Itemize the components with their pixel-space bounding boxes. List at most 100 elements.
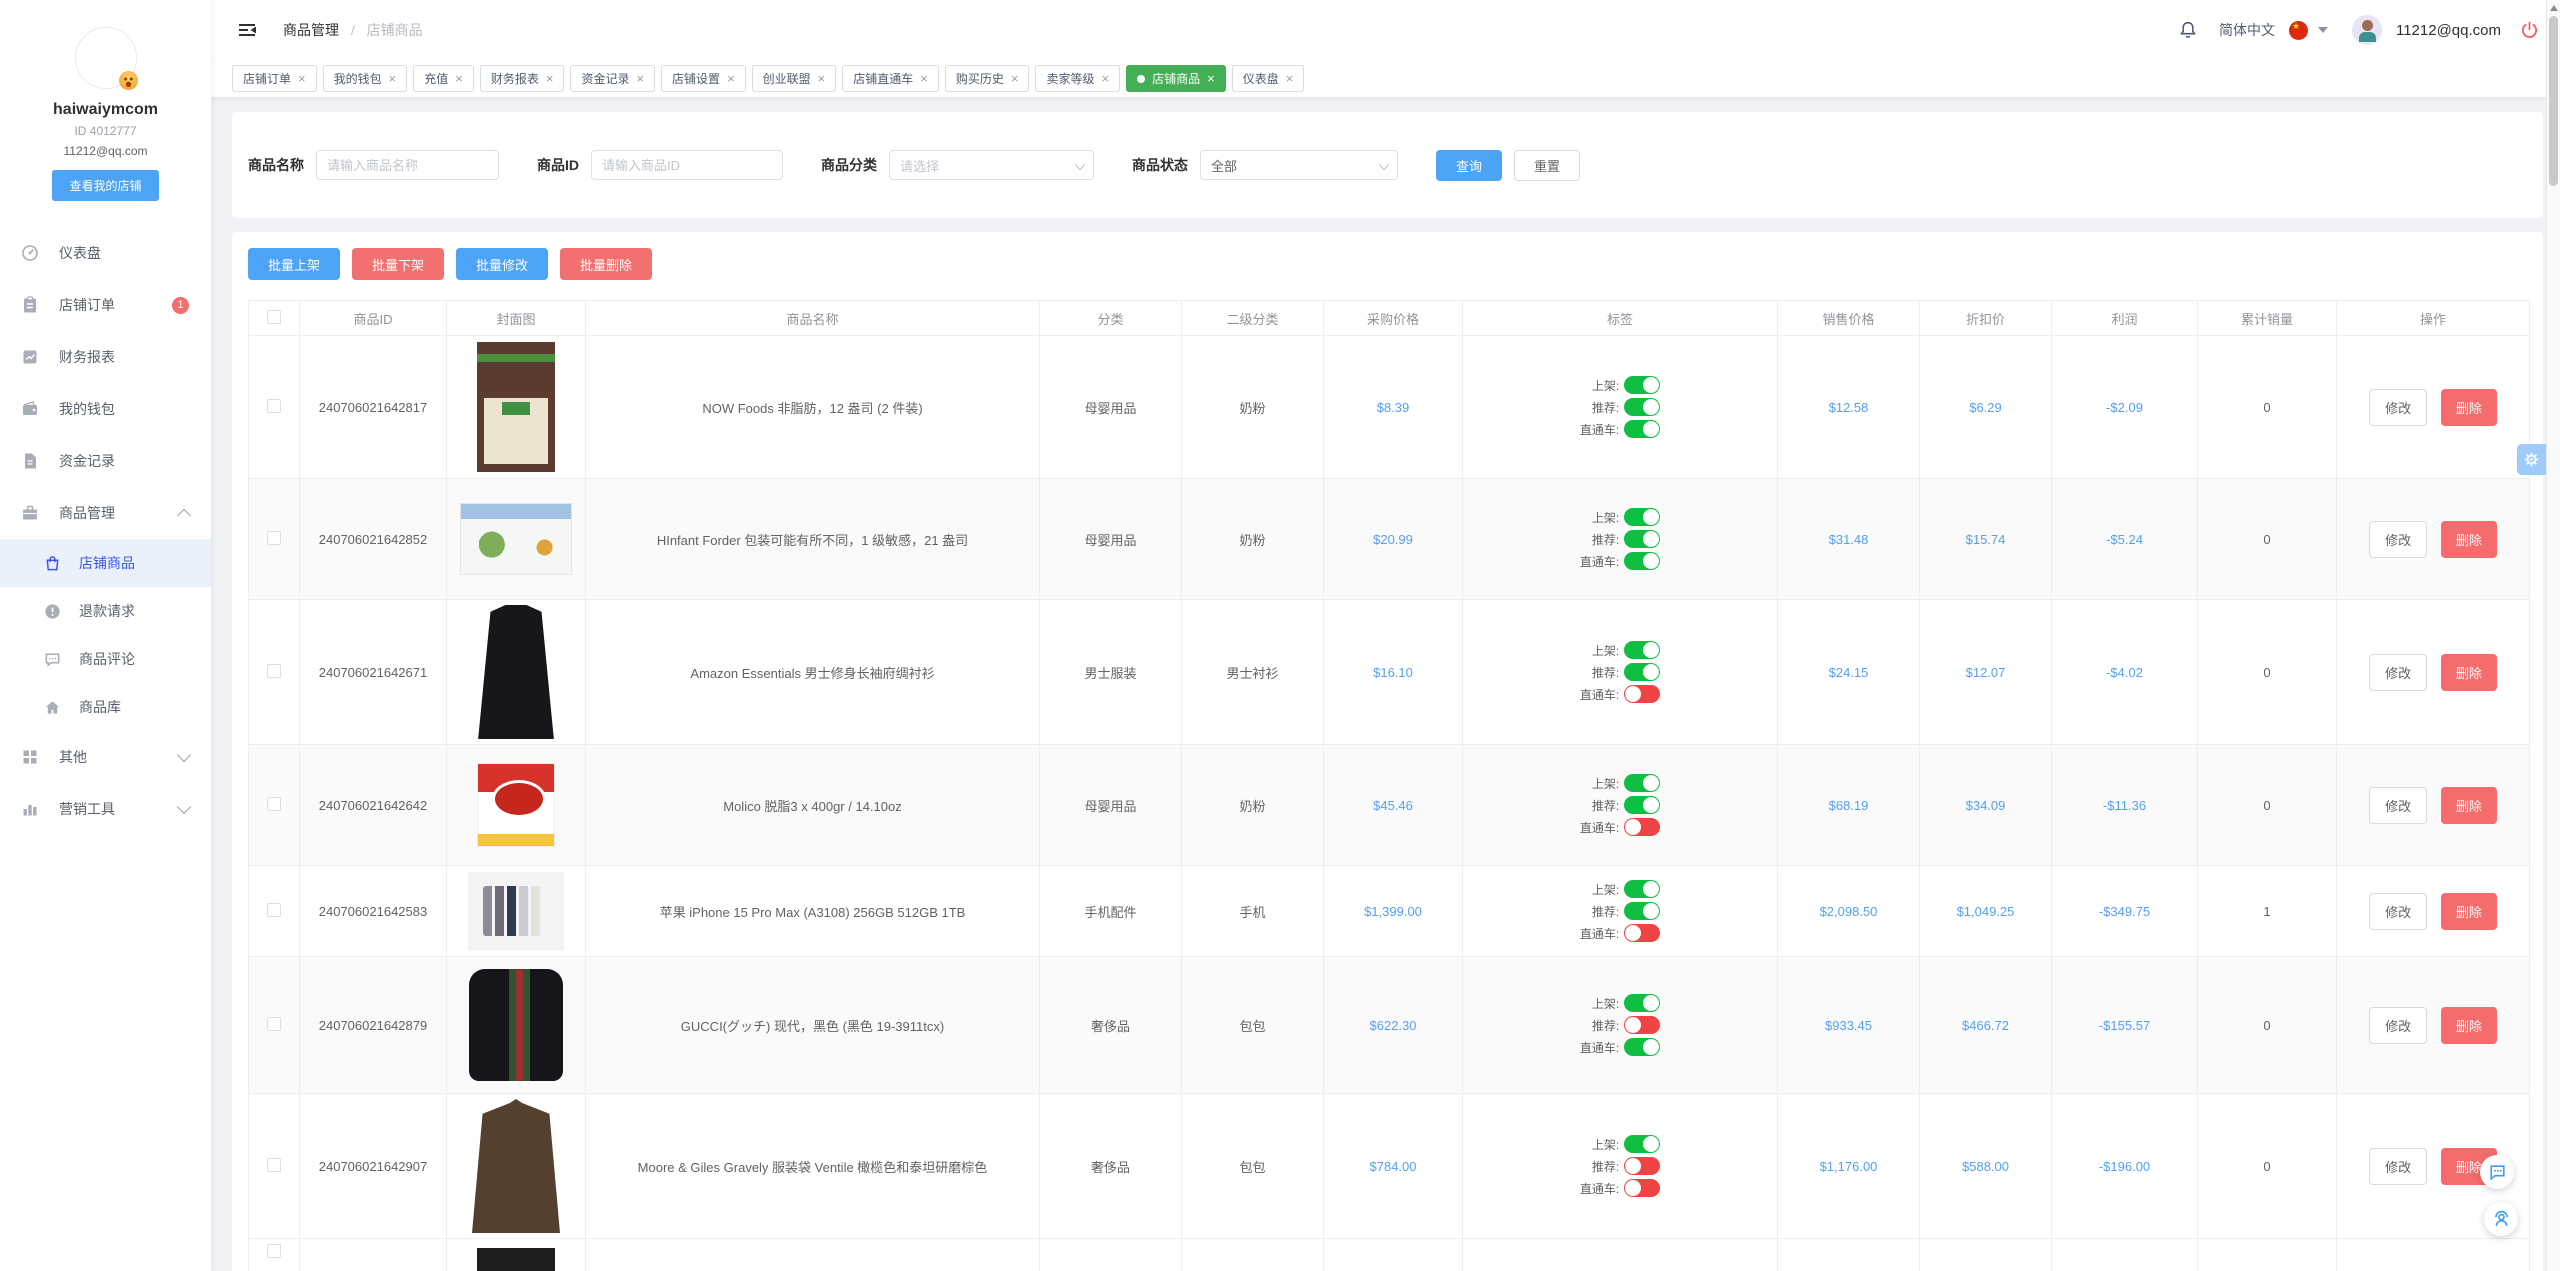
edit-button[interactable]: 修改 [2369, 388, 2428, 426]
menu-fold-icon[interactable] [237, 20, 257, 40]
through-train-toggle[interactable] [1624, 924, 1661, 942]
view-tab[interactable]: 卖家等级 × [1035, 65, 1121, 92]
china-flag-icon[interactable]: ★ [2288, 20, 2308, 40]
status-select[interactable]: 全部 [1200, 150, 1398, 180]
through-train-toggle[interactable] [1624, 1038, 1661, 1056]
view-tab[interactable]: 店铺商品 × [1126, 65, 1226, 92]
sidebar-item-product-library[interactable]: 商品库 [0, 683, 211, 731]
on-shelf-toggle[interactable] [1624, 376, 1661, 394]
row-checkbox[interactable] [267, 530, 281, 545]
row-checkbox[interactable] [267, 1157, 281, 1172]
sidebar-item-shop-products[interactable]: 店铺商品 [0, 539, 211, 587]
sidebar-item-other[interactable]: 其他 [0, 731, 211, 783]
view-tab[interactable]: 店铺直通车 × [842, 65, 939, 92]
sidebar-item-funds-record[interactable]: 资金记录 [0, 435, 211, 487]
sidebar-item-shop-orders[interactable]: 店铺订单 1 [0, 279, 211, 331]
on-shelf-toggle[interactable] [1624, 994, 1661, 1012]
tab-close-icon[interactable]: × [545, 71, 554, 86]
page-scrollbar[interactable] [2546, 0, 2560, 1271]
recommend-toggle[interactable] [1624, 663, 1661, 681]
edit-button[interactable]: 修改 [2369, 1147, 2428, 1185]
scrollbar-thumb[interactable] [2549, 16, 2558, 186]
batch-off-shelf-button[interactable]: 批量下架 [352, 248, 445, 280]
select-all-checkbox[interactable] [267, 309, 281, 324]
view-tab[interactable]: 我的钱包 × [322, 65, 408, 92]
view-tab[interactable]: 购买历史 × [944, 65, 1030, 92]
edit-button[interactable]: 修改 [2369, 520, 2428, 558]
delete-button[interactable]: 删除 [2440, 388, 2497, 426]
batch-on-shelf-button[interactable]: 批量上架 [248, 248, 341, 280]
tab-close-icon[interactable]: × [1010, 71, 1019, 86]
batch-edit-button[interactable]: 批量修改 [456, 248, 549, 280]
language-selector[interactable]: 简体中文 [2218, 22, 2275, 38]
breadcrumb-root[interactable]: 商品管理 [283, 22, 339, 38]
delete-button[interactable]: 删除 [2440, 653, 2497, 691]
recommend-toggle[interactable] [1624, 902, 1661, 920]
view-shop-button[interactable]: 查看我的店铺 [52, 170, 159, 201]
on-shelf-toggle[interactable] [1624, 641, 1661, 659]
on-shelf-toggle[interactable] [1624, 508, 1661, 526]
product-name-input[interactable] [316, 150, 499, 180]
through-train-toggle[interactable] [1624, 1179, 1661, 1197]
row-checkbox[interactable] [267, 398, 281, 413]
view-tab[interactable]: 店铺订单 × [232, 65, 317, 92]
delete-button[interactable]: 删除 [2440, 1006, 2497, 1044]
view-tab[interactable]: 店铺设置 × [661, 65, 746, 92]
view-tab[interactable]: 充值 × [413, 65, 474, 92]
view-tab[interactable]: 财务报表 × [479, 65, 565, 92]
through-train-toggle[interactable] [1624, 818, 1661, 836]
recommend-toggle[interactable] [1624, 796, 1661, 814]
row-checkbox[interactable] [267, 796, 281, 811]
settings-gear-button[interactable] [2517, 444, 2546, 475]
delete-button[interactable]: 删除 [2440, 892, 2497, 930]
view-tab[interactable]: 创业联盟 × [751, 65, 837, 92]
tab-close-icon[interactable]: × [727, 71, 735, 86]
on-shelf-toggle[interactable] [1624, 1135, 1661, 1153]
product-id-input[interactable] [591, 150, 783, 180]
recommend-toggle[interactable] [1624, 530, 1661, 548]
edit-button[interactable]: 修改 [2369, 653, 2428, 691]
search-button[interactable]: 查询 [1436, 149, 1503, 181]
tab-close-icon[interactable]: × [1207, 71, 1215, 86]
notification-bell-icon[interactable] [2177, 19, 2199, 41]
edit-button[interactable]: 修改 [2369, 1006, 2428, 1044]
sidebar-item-product-comments[interactable]: 商品评论 [0, 635, 211, 683]
chat-bubble-button[interactable] [2480, 1155, 2514, 1189]
through-train-toggle[interactable] [1624, 685, 1661, 703]
row-checkbox[interactable] [267, 902, 281, 917]
tab-close-icon[interactable]: × [636, 71, 645, 86]
tab-close-icon[interactable]: × [1285, 71, 1294, 86]
delete-button[interactable]: 删除 [2440, 786, 2497, 824]
batch-delete-button[interactable]: 批量删除 [560, 248, 653, 280]
delete-button[interactable]: 删除 [2440, 520, 2497, 558]
sidebar-item-refund-requests[interactable]: 退款请求 [0, 587, 211, 635]
account-avatar[interactable] [2351, 15, 2382, 45]
tab-close-icon[interactable]: × [1101, 71, 1110, 86]
tab-close-icon[interactable]: × [817, 71, 826, 86]
tab-close-icon[interactable]: × [388, 71, 397, 86]
recommend-toggle[interactable] [1624, 398, 1661, 416]
through-train-toggle[interactable] [1624, 552, 1661, 570]
on-shelf-toggle[interactable] [1624, 774, 1661, 792]
edit-button[interactable]: 修改 [2369, 892, 2428, 930]
row-checkbox[interactable] [267, 1244, 281, 1258]
customer-service-button[interactable] [2484, 1202, 2518, 1236]
sidebar-item-product-management[interactable]: 商品管理 [0, 487, 211, 539]
edit-button[interactable]: 修改 [2369, 786, 2428, 824]
sidebar-item-marketing-tools[interactable]: 营销工具 [0, 783, 211, 835]
row-checkbox[interactable] [267, 1016, 281, 1031]
on-shelf-toggle[interactable] [1624, 880, 1661, 898]
sidebar-item-finance-report[interactable]: 财务报表 [0, 331, 211, 383]
caret-down-icon[interactable] [2317, 27, 2328, 33]
tab-close-icon[interactable]: × [455, 71, 463, 86]
recommend-toggle[interactable] [1624, 1157, 1661, 1175]
view-tab[interactable]: 资金记录 × [570, 65, 656, 92]
row-checkbox[interactable] [267, 663, 281, 678]
sidebar-item-my-wallet[interactable]: 我的钱包 [0, 383, 211, 435]
view-tab[interactable]: 仪表盘 × [1231, 65, 1305, 92]
recommend-toggle[interactable] [1624, 1016, 1661, 1034]
sidebar-item-dashboard[interactable]: 仪表盘 [0, 227, 211, 279]
tab-close-icon[interactable]: × [298, 71, 306, 86]
category-select[interactable]: 请选择 [889, 150, 1094, 180]
reset-button[interactable]: 重置 [1514, 149, 1581, 181]
